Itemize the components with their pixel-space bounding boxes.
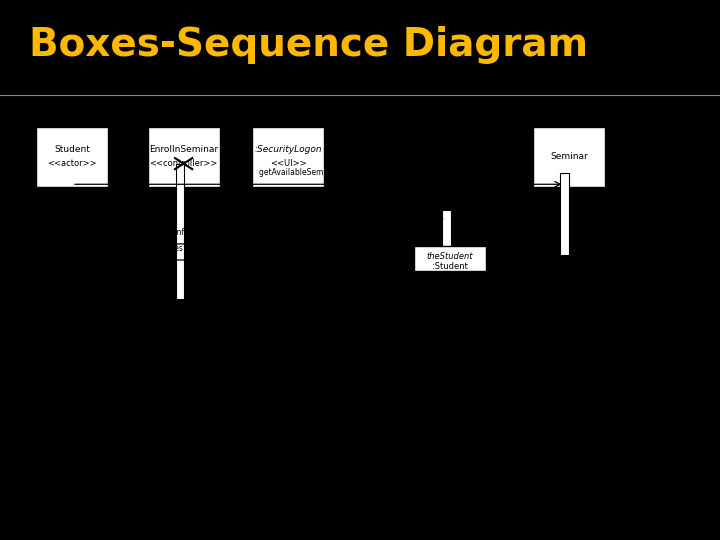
Text: <<controller>>: <<controller>>	[150, 159, 217, 168]
FancyBboxPatch shape	[414, 246, 486, 272]
Text: <<create>>: <<create>>	[210, 269, 260, 278]
Text: Boxes-Sequence Diagram: Boxes-Sequence Diagram	[29, 25, 588, 64]
Bar	[176, 164, 184, 299]
Text: :Student: :Student	[432, 262, 468, 271]
Text: getAvailableSeminars(): Vector: getAvailableSeminars(): Vector	[259, 168, 377, 177]
Text: theStudent: theStudent	[216, 189, 258, 198]
FancyBboxPatch shape	[148, 127, 220, 186]
Text: Seminar: Seminar	[550, 152, 588, 161]
Text: yes: yes	[361, 203, 374, 212]
Text: :SecurityLogon: :SecurityLogon	[254, 145, 322, 154]
Text: <<UI>>: <<UI>>	[270, 159, 306, 168]
Text: EnrolInSeminar: EnrolInSeminar	[149, 145, 218, 154]
Text: <<destroy>>: <<destroy>>	[295, 196, 355, 205]
Text: isValid(name, number): isValid(name, number)	[324, 219, 412, 228]
Text: <<actor>>: <<actor>>	[48, 159, 96, 168]
FancyBboxPatch shape	[252, 127, 324, 186]
Text: theStudent: theStudent	[427, 252, 473, 261]
Text: provides name: provides name	[150, 244, 207, 253]
Text: wantToEnroll: wantToEnroll	[102, 283, 150, 292]
FancyBboxPatch shape	[36, 127, 108, 186]
Bar	[442, 210, 451, 267]
Text: Student: Student	[54, 145, 90, 154]
Bar	[560, 173, 569, 255]
FancyBboxPatch shape	[533, 127, 605, 186]
Text: provides information: provides information	[139, 228, 219, 237]
